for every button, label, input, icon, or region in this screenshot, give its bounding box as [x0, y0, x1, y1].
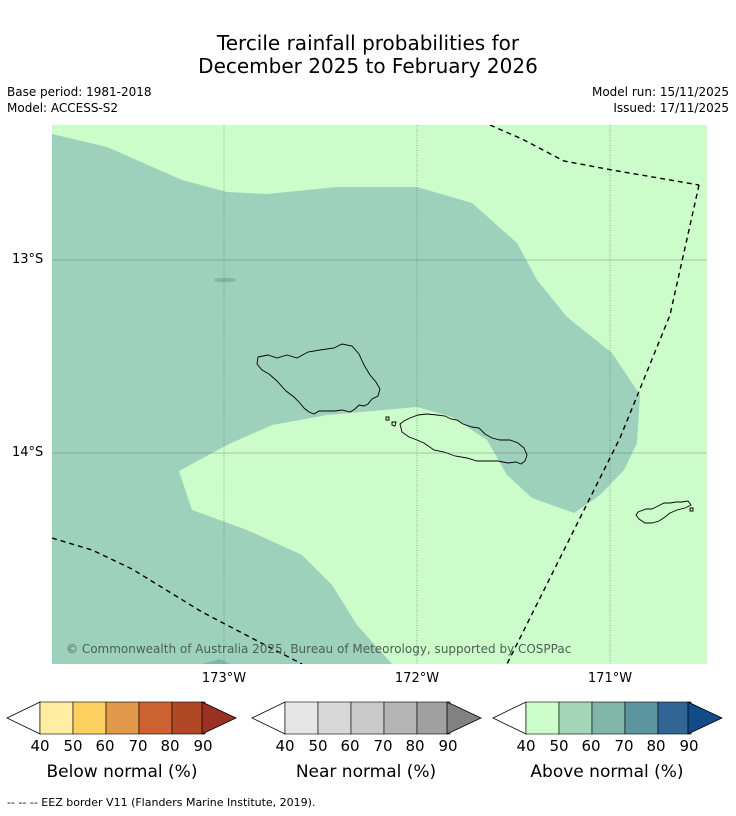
probability-patch-60-70 [214, 277, 236, 283]
eez-border-southwest [52, 537, 303, 664]
colorbar-below-normal [6, 701, 237, 735]
colorbar-near-segment-40 [284, 701, 319, 735]
colorbar-below-lower-arrow [6, 701, 41, 735]
colorbar-below-segment-40 [39, 701, 74, 735]
rainfall-map: © Commonwealth of Australia 2025, Bureau… [52, 125, 707, 664]
lat-label-14s: 14°S [12, 445, 44, 460]
colorbar-near-segment-60 [350, 701, 385, 735]
cb-above-tick: 70 [614, 737, 634, 755]
model-label: Model: ACCESS-S2 [7, 101, 119, 115]
colorbar-below-segment-60 [105, 701, 140, 735]
island-upolu [399, 413, 528, 465]
colorbar-below-segment-80 [171, 701, 206, 735]
colorbar-above-upper-arrow [687, 701, 723, 735]
colorbar-above-lower-arrow [492, 701, 527, 735]
colorbar-near-segment-70 [383, 701, 418, 735]
eez-border-east [506, 184, 700, 664]
colorbar-title-below-normal: Below normal (%) [46, 762, 198, 782]
colorbar-above-normal [492, 701, 723, 735]
model-run-label: Model run: 15/11/2025 [591, 85, 729, 99]
lon-label-173w: 173°W [201, 671, 247, 686]
cb-above-tick: 50 [549, 737, 569, 755]
colorbar-above-segment-70 [624, 701, 659, 735]
colorbar-below-segment-70 [138, 701, 173, 735]
lon-label-171w: 171°W [587, 671, 633, 686]
lat-label-13s: 13°S [12, 252, 44, 267]
cb-near-tick: 70 [373, 737, 393, 755]
copyright-text: © Commonwealth of Australia 2025, Bureau… [66, 642, 571, 656]
issued-label: Issued: 17/11/2025 [613, 101, 729, 115]
island-small-2 [391, 421, 397, 427]
island-savaii [256, 343, 381, 415]
colorbar-above-segment-80 [657, 701, 692, 735]
colorbar-below-segment-50 [72, 701, 107, 735]
cb-below-tick: 70 [128, 737, 148, 755]
lon-label-172w: 172°W [394, 671, 440, 686]
colorbar-near-segment-50 [317, 701, 352, 735]
cb-above-tick: 80 [646, 737, 666, 755]
colorbar-near-segment-80 [416, 701, 451, 735]
colorbar-above-segment-50 [558, 701, 593, 735]
eez-legend-footer: -- -- -- EEZ border V11 (Flanders Marine… [7, 796, 316, 809]
base-period-label: Base period: 1981-2018 [7, 85, 152, 99]
colorbar-above-segment-60 [591, 701, 626, 735]
cb-near-tick: 50 [308, 737, 328, 755]
cb-above-tick: 60 [581, 737, 601, 755]
cb-below-tick: 60 [95, 737, 115, 755]
cb-above-tick: 40 [516, 737, 536, 755]
probability-patch-60-70-corner [202, 659, 230, 664]
cb-near-tick: 90 [438, 737, 458, 755]
probability-region-50-60 [52, 134, 640, 664]
eez-border-north [489, 125, 700, 186]
colorbar-near-normal [251, 701, 482, 735]
cb-near-tick: 80 [405, 737, 425, 755]
island-small-1 [385, 416, 390, 421]
cb-below-tick: 40 [30, 737, 50, 755]
colorbar-below-upper-arrow [201, 701, 237, 735]
cb-below-tick: 90 [193, 737, 213, 755]
cb-near-tick: 60 [340, 737, 360, 755]
chart-title-line-1: Tercile rainfall probabilities for [216, 31, 520, 55]
cb-near-tick: 40 [275, 737, 295, 755]
cb-above-tick: 90 [679, 737, 699, 755]
island-aunuu [689, 507, 694, 512]
chart-title-line-2: December 2025 to February 2026 [198, 54, 538, 78]
colorbar-near-lower-arrow [251, 701, 286, 735]
colorbar-near-upper-arrow [446, 701, 482, 735]
island-tutuila [635, 500, 692, 524]
colorbar-title-above-normal: Above normal (%) [530, 762, 684, 782]
colorbar-above-segment-40 [525, 701, 560, 735]
cb-below-tick: 80 [160, 737, 180, 755]
colorbar-title-near-normal: Near normal (%) [295, 762, 437, 782]
cb-below-tick: 50 [63, 737, 83, 755]
